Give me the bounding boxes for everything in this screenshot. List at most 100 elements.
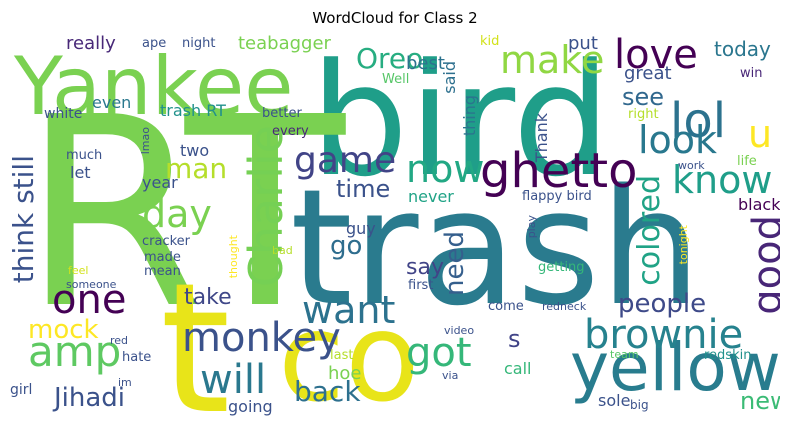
- word: RT: [22, 61, 346, 366]
- word: s: [508, 325, 521, 353]
- word: monkey: [182, 315, 341, 361]
- word: two: [180, 141, 210, 160]
- word: u: [748, 112, 773, 156]
- word: come: [488, 299, 524, 314]
- word: hate: [122, 350, 152, 365]
- word: make: [500, 38, 605, 82]
- word: ape: [142, 36, 167, 51]
- word: now: [406, 147, 485, 191]
- word: game: [294, 140, 397, 181]
- word: big: [630, 398, 649, 412]
- word: know: [672, 158, 773, 202]
- word: feel: [68, 264, 89, 277]
- word: bird: [310, 35, 611, 211]
- word: even: [92, 93, 132, 112]
- word: good: [745, 215, 780, 315]
- word-cloud: trash bird RT co t Yankee yellow brownie…: [10, 35, 780, 420]
- word: go: [330, 231, 363, 261]
- word: yellow: [570, 329, 780, 406]
- word: black: [738, 195, 780, 214]
- word: Thank: [532, 113, 551, 163]
- word: life: [737, 154, 757, 169]
- word: tonight: [677, 225, 690, 265]
- word: need: [440, 231, 470, 296]
- word: red: [110, 334, 129, 347]
- word: said: [440, 61, 459, 94]
- word: better: [262, 106, 302, 121]
- word: t: [160, 245, 231, 421]
- word: redskin: [704, 348, 752, 363]
- word: amp: [28, 327, 122, 376]
- word: bad: [272, 244, 293, 257]
- word: guy: [346, 219, 376, 238]
- word: teabagger: [238, 35, 331, 54]
- word: first: [408, 278, 434, 293]
- word: take: [184, 285, 232, 310]
- word: team: [610, 348, 639, 361]
- word: hoe: [328, 363, 362, 384]
- word: great: [624, 63, 672, 84]
- word: man: [165, 152, 228, 185]
- word: let: [70, 163, 91, 182]
- word: last: [330, 348, 354, 363]
- word: new: [740, 387, 780, 415]
- word: really: [66, 35, 116, 54]
- word: mean: [144, 264, 181, 279]
- word: trash RT: [160, 101, 226, 120]
- word: work: [678, 159, 705, 172]
- word: Well: [382, 72, 410, 87]
- word: best: [406, 53, 445, 74]
- word: put: [568, 35, 598, 54]
- word: back: [294, 375, 361, 408]
- word: look: [638, 118, 718, 162]
- word: mock: [28, 315, 99, 345]
- word: time: [336, 175, 391, 203]
- word: white: [44, 106, 83, 122]
- word: never: [408, 187, 454, 206]
- word: getting: [538, 260, 585, 275]
- word: redneck: [542, 300, 587, 313]
- word: brownie: [584, 312, 744, 358]
- word: flappy bird: [522, 189, 592, 204]
- word: day: [142, 192, 212, 236]
- word: one: [52, 277, 127, 323]
- word: much: [66, 148, 103, 163]
- word: lol: [670, 93, 727, 149]
- word: play: [525, 215, 538, 239]
- word: someone: [66, 278, 117, 291]
- word: ghetto: [480, 143, 638, 199]
- word: lmao: [139, 127, 152, 155]
- word: right: [628, 107, 659, 122]
- word: year: [142, 173, 178, 192]
- word: made: [144, 250, 181, 265]
- word: colored: [632, 175, 667, 286]
- word: thing: [460, 95, 479, 137]
- word: via: [442, 369, 459, 382]
- word: kid: [480, 35, 500, 49]
- word: trash: [290, 154, 702, 341]
- word: im: [118, 376, 132, 389]
- word: every: [272, 124, 309, 139]
- word: Yankee: [14, 40, 294, 133]
- word: say: [406, 255, 444, 280]
- word: cracker: [142, 234, 191, 249]
- word: Charlie: [239, 125, 293, 288]
- word: think still: [10, 155, 40, 284]
- word: Oreo: [356, 42, 424, 75]
- word: going: [228, 397, 273, 416]
- word: video: [444, 324, 475, 337]
- word: Jihadi: [54, 383, 126, 413]
- figure-title: WordCloud for Class 2: [312, 9, 478, 27]
- word: see: [622, 83, 665, 111]
- word: thought: [227, 235, 240, 279]
- word: night: [182, 36, 216, 51]
- word: today: [714, 37, 771, 61]
- word: girl: [10, 382, 33, 398]
- word: win: [740, 66, 763, 81]
- word: co: [278, 287, 420, 420]
- word: sole: [598, 391, 631, 410]
- word: call: [504, 359, 532, 378]
- word: will: [200, 357, 267, 403]
- word: people: [618, 289, 707, 319]
- word: want: [302, 288, 396, 332]
